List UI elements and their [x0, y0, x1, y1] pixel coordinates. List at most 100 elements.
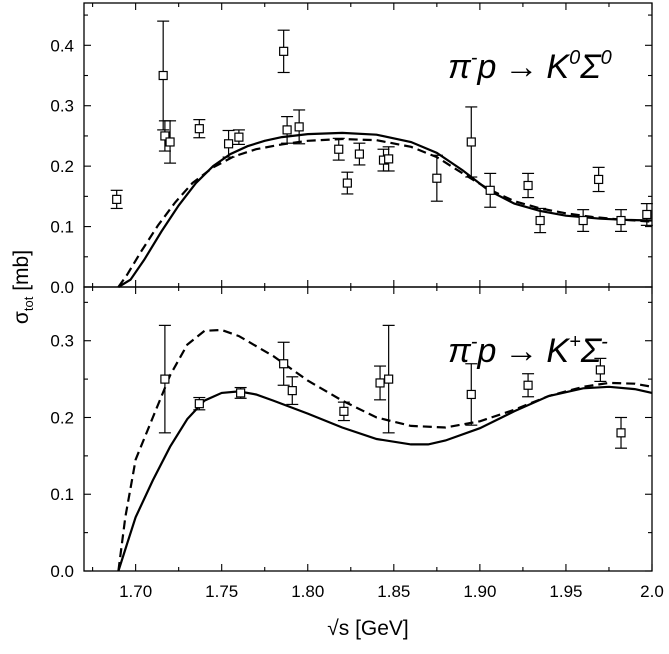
square-marker — [485, 185, 495, 195]
square-marker — [160, 374, 170, 384]
y-axis-title: σtot [mb] — [10, 250, 36, 324]
bottom-data-point — [615, 416, 628, 449]
square-marker — [354, 149, 364, 159]
top-reaction-kaon: K — [546, 48, 570, 86]
top-data-point — [592, 166, 605, 193]
top-reaction-sigma: Σ — [579, 48, 602, 86]
top-data-point — [158, 120, 171, 152]
top-y-tick-label: 0.1 — [50, 218, 74, 237]
top-reaction-sigma-charge: 0 — [601, 47, 612, 69]
bottom-dashed-curve — [117, 328, 653, 572]
top-data-point — [281, 115, 294, 144]
bottom-reaction-kaon-charge: + — [569, 331, 581, 353]
top-data-point — [430, 154, 443, 202]
bottom-y-ticks: 0.0 0.1 0.2 0.3 — [50, 287, 653, 581]
x-tick-label: 1.80 — [291, 582, 324, 601]
top-y-tick-label: 0.3 — [50, 97, 74, 116]
bottom-reaction-sigma-charge: - — [601, 331, 608, 353]
square-marker — [375, 378, 385, 388]
square-marker — [287, 386, 297, 396]
top-reaction-pi-charge: - — [471, 47, 478, 69]
bottom-data-point — [594, 357, 607, 383]
square-marker — [578, 215, 588, 226]
top-y-tick-label: 0.0 — [50, 278, 74, 297]
bottom-data-points — [158, 324, 628, 449]
square-marker — [339, 406, 349, 416]
bottom-data-point — [337, 401, 350, 422]
top-reaction-kaon-charge: 0 — [569, 47, 580, 69]
bottom-data-point — [374, 365, 387, 401]
square-marker — [342, 178, 352, 188]
square-marker — [594, 174, 604, 185]
bottom-y-tick-label: 0.2 — [50, 408, 74, 427]
bottom-panel-frame — [83, 286, 653, 572]
square-marker — [595, 365, 605, 375]
square-marker — [384, 154, 394, 164]
bottom-data-point — [286, 376, 299, 406]
square-marker — [279, 359, 289, 369]
top-data-point — [277, 29, 290, 74]
y-axis-title-sigma: σ — [10, 311, 33, 324]
square-marker — [223, 139, 234, 149]
top-data-point — [534, 207, 547, 234]
bottom-reaction-kaon: K — [546, 332, 570, 370]
square-marker — [236, 388, 246, 398]
x-tick-label: 1.90 — [463, 582, 496, 601]
x-tick-label: 1.75 — [205, 582, 238, 601]
bottom-reaction-arrow: → — [504, 332, 538, 370]
top-data-point — [293, 109, 306, 145]
bottom-reaction-label: π-p → K+Σ- — [448, 331, 608, 370]
square-marker — [466, 137, 476, 147]
square-marker — [279, 46, 289, 56]
top-data-point — [341, 171, 354, 195]
bottom-solid-curve — [117, 385, 653, 572]
top-data-point — [640, 203, 653, 226]
bottom-reaction-pi: π — [448, 332, 472, 370]
square-marker — [432, 173, 442, 183]
top-y-ticks: 0.0 0.1 0.2 0.3 0.4 — [50, 3, 653, 297]
bottom-data-point — [522, 373, 535, 398]
bottom-data-point — [277, 341, 290, 386]
square-marker — [165, 137, 175, 147]
square-marker — [616, 215, 626, 226]
bottom-y-tick-label: 0.0 — [50, 562, 74, 581]
x-tick-label: 1.85 — [377, 582, 410, 601]
square-marker — [160, 131, 170, 141]
top-data-point — [382, 146, 395, 172]
bottom-y-tick-label: 0.1 — [50, 485, 74, 504]
x-axis-ticks: 1.70 1.75 1.80 1.85 1.90 1.95 2.0 — [119, 582, 664, 601]
top-data-point — [164, 120, 177, 164]
top-data-point — [332, 137, 345, 161]
y-axis-title-subscript: tot — [21, 296, 36, 311]
top-reaction-arrow: → — [504, 48, 538, 86]
bottom-data-point — [234, 386, 247, 399]
square-marker — [112, 194, 122, 204]
bottom-data-point — [382, 324, 395, 434]
square-marker — [194, 124, 204, 134]
bottom-data-point — [193, 396, 206, 411]
top-data-point — [157, 20, 170, 131]
top-data-point — [110, 189, 123, 210]
top-y-tick-label: 0.4 — [50, 36, 74, 55]
square-marker — [523, 180, 533, 191]
bottom-reaction-proton: p — [476, 332, 496, 370]
top-data-point — [615, 209, 628, 233]
top-data-point — [193, 119, 206, 139]
y-axis-title-unit: [mb] — [10, 250, 33, 297]
top-panel: 0.00.10.20.30.4 π-p → K0Σ0 — [50, 2, 653, 297]
bottom-y-tick-label: 0.3 — [50, 332, 74, 351]
x-tick-label: 2.0 — [640, 582, 664, 601]
square-marker — [466, 389, 476, 400]
x-axis-title: √s [GeV] — [327, 617, 409, 640]
top-data-point — [522, 172, 535, 199]
x-tick-label: 1.70 — [119, 582, 152, 601]
top-solid-curve — [117, 131, 653, 288]
top-y-tick-label: 0.2 — [50, 157, 74, 176]
top-data-point — [232, 129, 245, 145]
x-tick-label: 1.95 — [549, 582, 582, 601]
top-data-point — [353, 142, 366, 166]
top-data-points — [110, 20, 653, 234]
square-marker — [234, 132, 244, 142]
bottom-curves — [117, 328, 653, 572]
